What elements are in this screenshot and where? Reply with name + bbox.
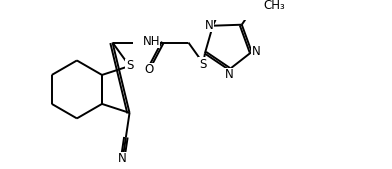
Text: N: N xyxy=(252,45,261,58)
Text: S: S xyxy=(126,59,133,73)
Text: O: O xyxy=(145,63,154,76)
Text: N: N xyxy=(205,19,213,32)
Text: N: N xyxy=(118,152,127,165)
Text: N: N xyxy=(225,68,233,81)
Text: CH₃: CH₃ xyxy=(263,0,285,12)
Text: NH: NH xyxy=(142,35,160,48)
Text: S: S xyxy=(199,58,206,71)
